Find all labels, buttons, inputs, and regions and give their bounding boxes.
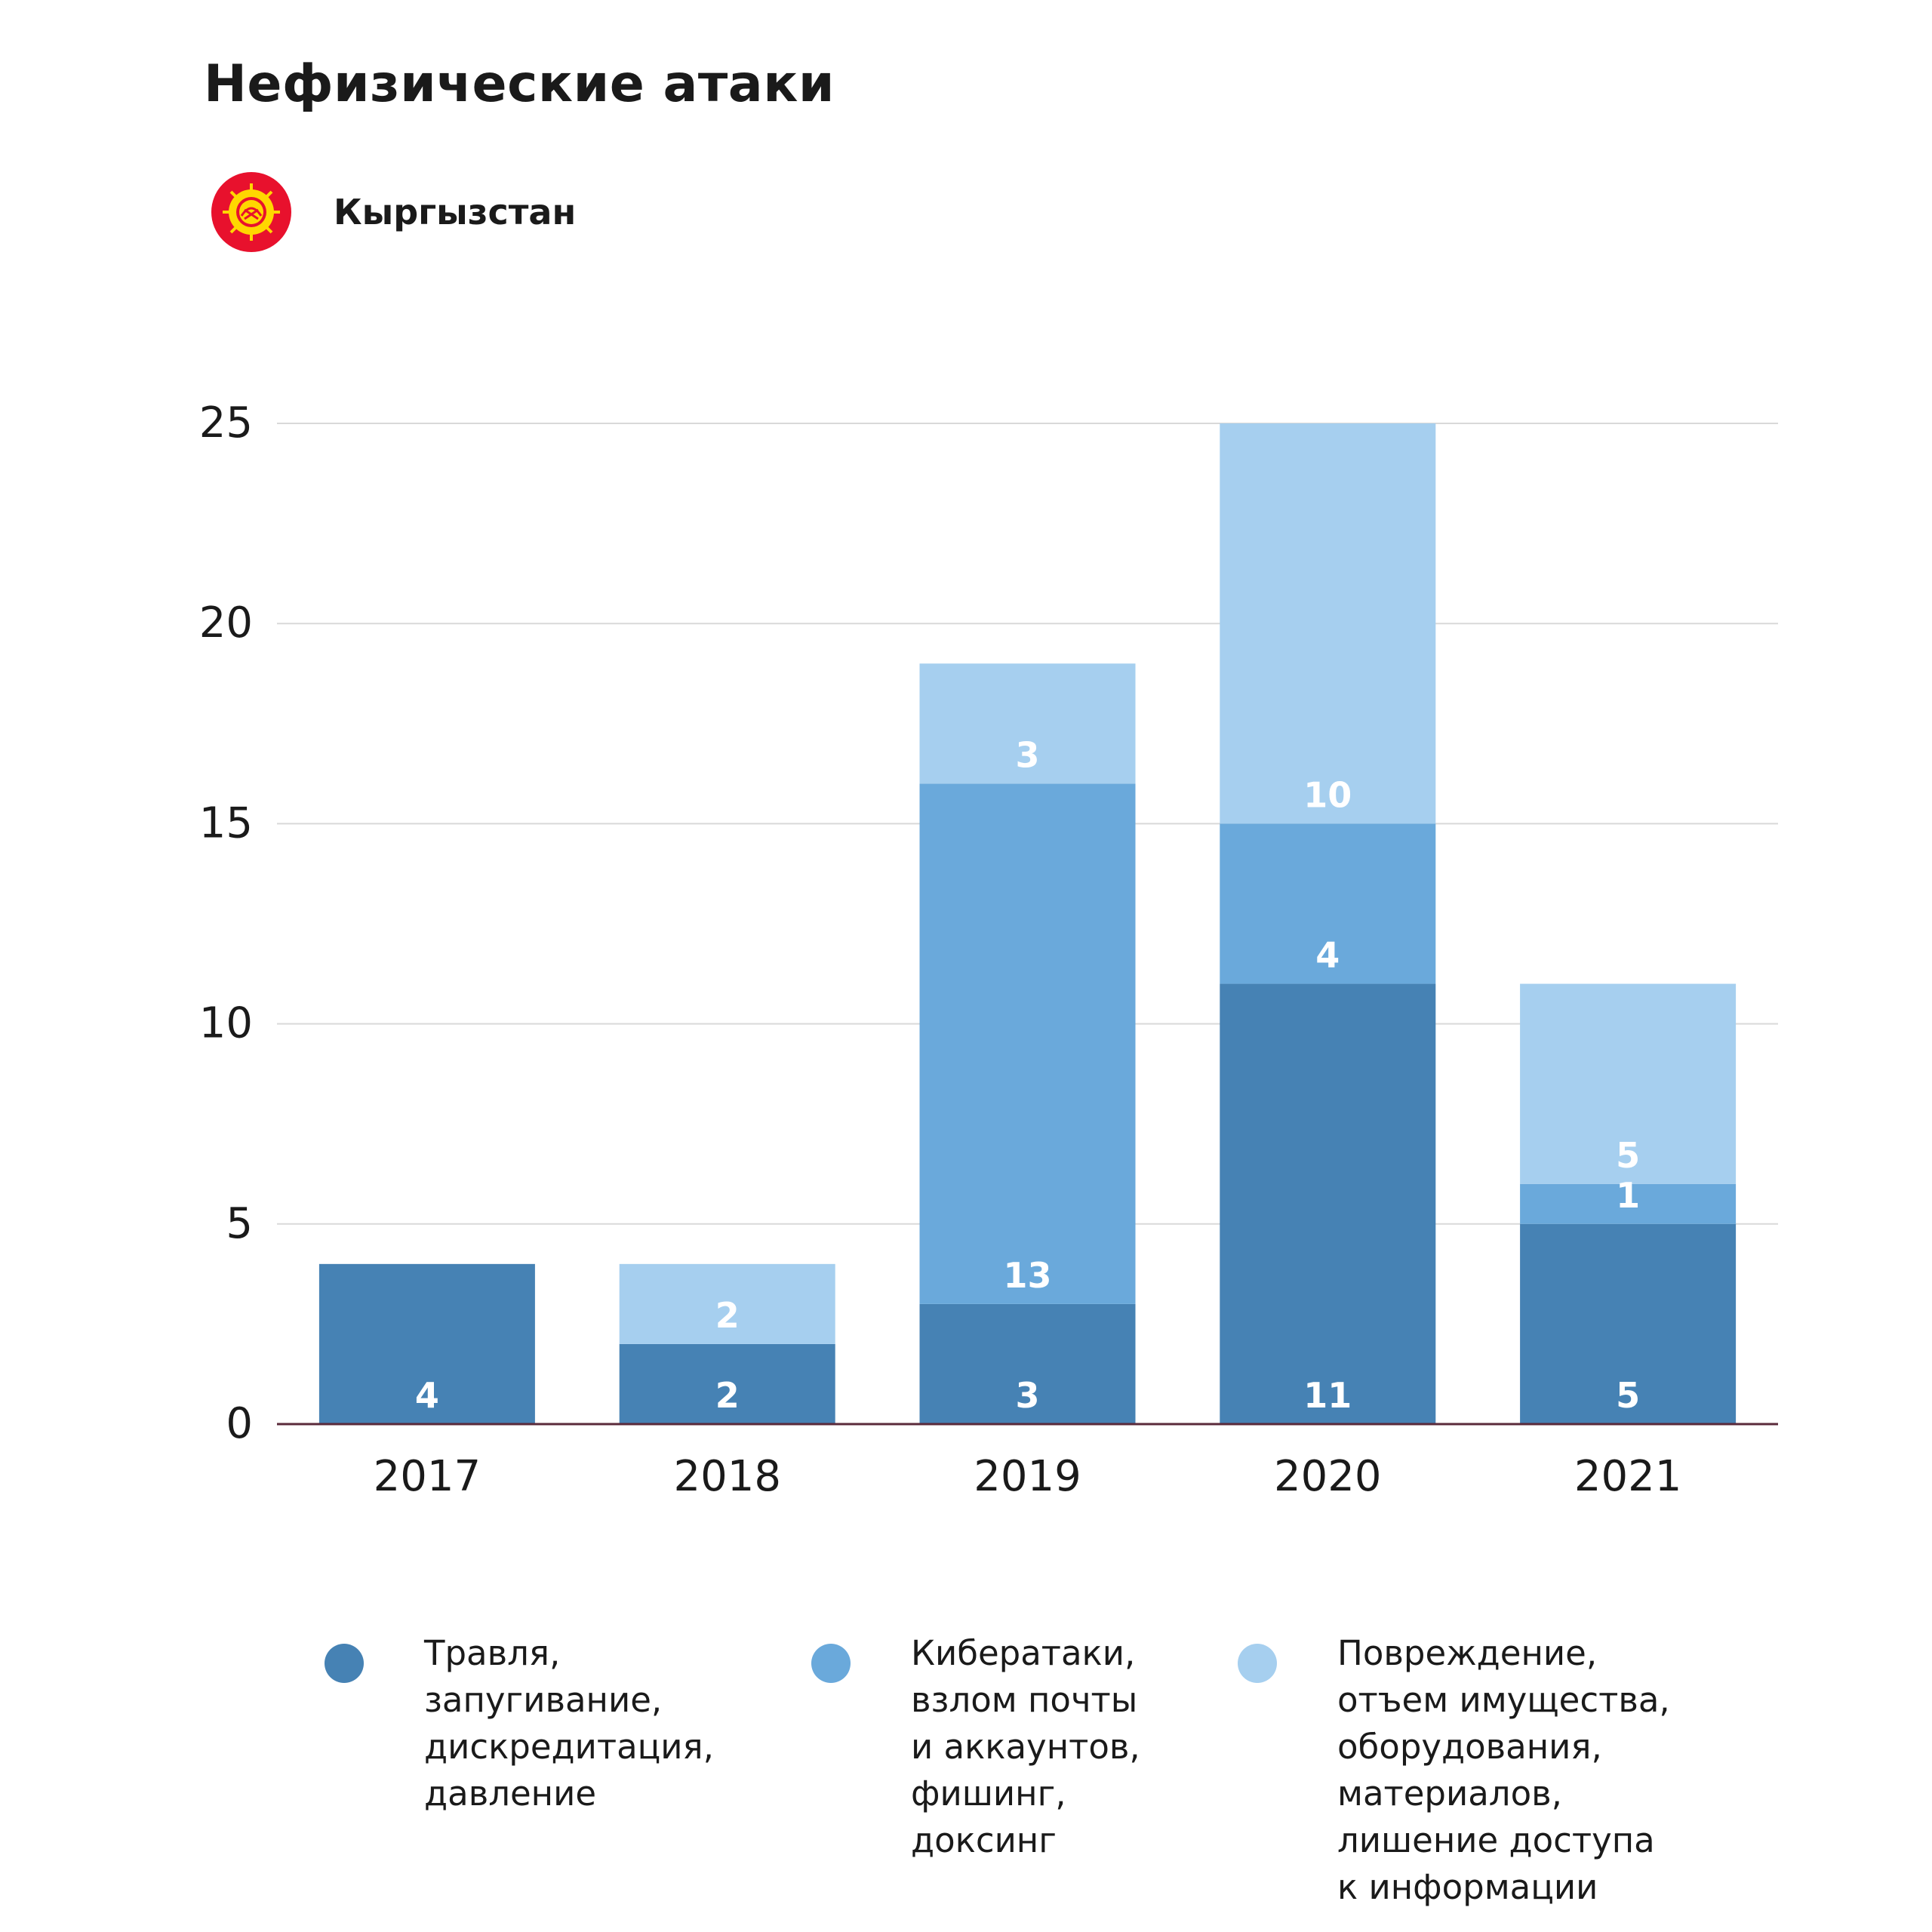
bar-segment-2019-s1 [919,783,1136,1304]
legend-swatch-dark [325,1644,364,1683]
bar-segment-2020-s1 [1220,823,1436,984]
data-label-2021-s2: 5 [1616,1135,1640,1176]
y-tick-label: 20 [199,598,253,648]
bar-segment-2021-s0 [1520,1223,1737,1424]
y-tick-label: 25 [199,398,253,448]
x-tick-label-2017: 2017 [374,1452,481,1501]
data-label-2021-s0: 5 [1616,1375,1640,1416]
legend-swatch-light [1238,1644,1277,1683]
country-header: Кыргызстан [211,172,576,252]
legend-item-property-damage: Повреждение, отъем имущества, оборудован… [1238,1630,1670,1911]
data-label-2021-s1: 1 [1616,1175,1640,1216]
bar-segment-2020-s2 [1220,423,1436,824]
data-label-2019-s1: 13 [1003,1255,1051,1296]
bar-segment-2019-s0 [919,1303,1136,1424]
x-tick-label-2021: 2021 [1574,1452,1682,1501]
x-tick-label-2018: 2018 [673,1452,781,1501]
y-tick-label: 15 [199,798,253,848]
y-tick-label: 10 [199,999,253,1048]
y-tick-label: 5 [226,1199,253,1248]
bar-segment-2021-s2 [1520,983,1737,1184]
bar-segment-2020-s0 [1220,983,1436,1424]
data-label-2019-s2: 3 [1015,734,1039,775]
legend-label-property-damage: Повреждение, отъем имущества, оборудован… [1337,1633,1670,1907]
legend: Травля, запугивание, дискредитация, давл… [0,1630,1932,1932]
x-tick-label-2020: 2020 [1274,1452,1382,1501]
legend-label-harassment: Травля, запугивание, дискредитация, давл… [424,1633,714,1814]
bar-segment-2021-s1 [1520,1183,1737,1224]
bar-segment-2019-s2 [919,663,1136,784]
legend-item-harassment: Травля, запугивание, дискредитация, давл… [325,1630,714,1817]
data-label-2020-s0: 11 [1303,1375,1352,1416]
data-label-2019-s0: 3 [1015,1375,1039,1416]
chart-title: Нефизические атаки [204,54,835,114]
data-label-2017-s0: 4 [415,1375,439,1416]
country-label: Кыргызстан [334,192,577,232]
bar-layer [318,423,1737,1424]
data-label-2018-s0: 2 [715,1375,740,1416]
x-tick-label-2019: 2019 [974,1452,1081,1501]
data-label-2018-s2: 2 [715,1295,740,1336]
bar-segment-2018-s0 [619,1343,835,1424]
legend-item-cyberattacks: Кибератаки, взлом почты и аккаунтов, фиш… [811,1630,1140,1864]
data-label-2020-s1: 4 [1315,935,1340,976]
legend-label-cyberattacks: Кибератаки, взлом почты и аккаунтов, фиш… [911,1633,1140,1860]
kyrgyzstan-flag-icon [211,172,291,252]
bar-segment-2018-s2 [619,1263,835,1344]
y-tick-label: 0 [226,1399,253,1448]
data-label-2020-s2: 10 [1303,774,1352,815]
legend-swatch-mid [811,1644,851,1683]
bar-segment-2017-s0 [318,1263,535,1424]
